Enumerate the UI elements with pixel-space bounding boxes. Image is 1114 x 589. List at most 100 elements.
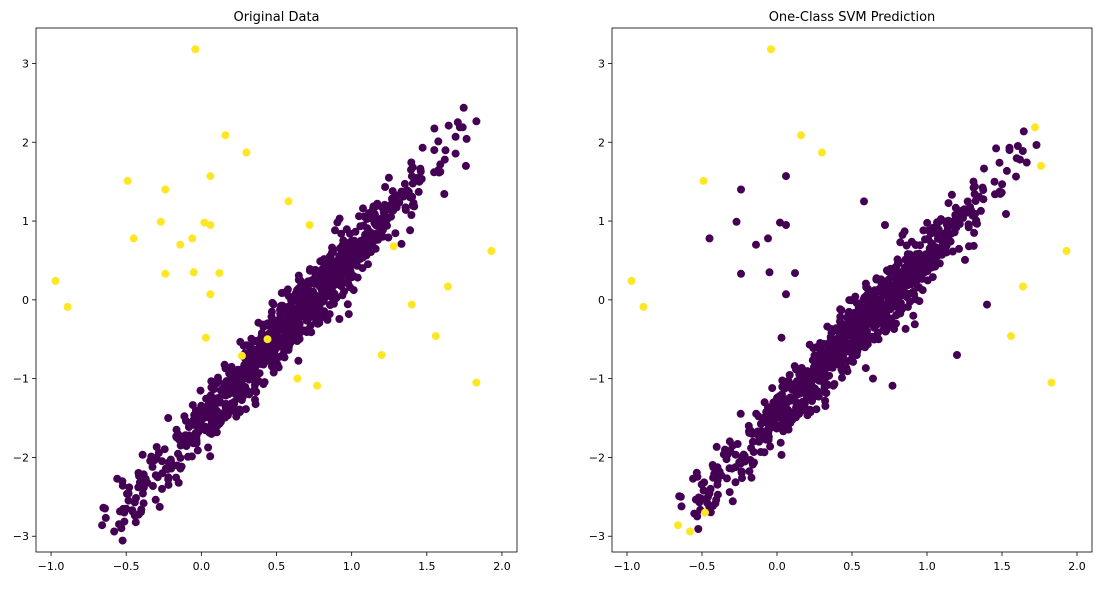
data-point-normal (461, 161, 470, 170)
data-point-cluster (1002, 166, 1011, 175)
data-point-cluster (339, 242, 348, 251)
data-point-cluster (814, 392, 823, 401)
data-point-cluster (699, 486, 708, 495)
data-point-cluster (901, 324, 910, 333)
data-point-cluster (193, 446, 202, 455)
data-point-cluster (406, 226, 415, 235)
data-point-cluster (884, 295, 893, 304)
data-point-cluster (277, 319, 286, 328)
data-point-normal (782, 290, 790, 299)
data-point-cluster (1032, 141, 1041, 149)
data-point-outlier (767, 45, 775, 54)
data-point-cluster (918, 286, 927, 295)
data-point-cluster (746, 426, 755, 435)
data-point-cluster (848, 354, 856, 363)
data-point-outlier (123, 176, 132, 185)
data-point-cluster (754, 436, 763, 445)
data-point-cluster (846, 331, 855, 340)
x-tick-label: −0.5 (113, 560, 140, 573)
x-tick-label: 0.5 (268, 560, 286, 573)
data-point-cluster (756, 448, 765, 456)
data-point-outlier (1031, 123, 1039, 132)
data-point-cluster (995, 158, 1004, 167)
data-point-cluster (713, 490, 722, 499)
data-point-cluster (878, 299, 887, 308)
data-point-cluster (138, 489, 147, 498)
data-point-cluster (343, 300, 352, 309)
data-point-cluster (196, 386, 205, 395)
data-point-cluster (909, 311, 918, 320)
data-point-cluster (172, 473, 181, 482)
data-point-cluster (277, 289, 286, 297)
data-point-normal (983, 300, 991, 309)
data-point-cluster (706, 484, 715, 493)
data-point-cluster (391, 229, 400, 238)
data-point-outlier (200, 218, 209, 227)
data-point-cluster (365, 241, 374, 250)
data-point-cluster (909, 270, 918, 279)
data-point-cluster (904, 253, 913, 262)
data-point-cluster (873, 274, 882, 283)
data-point-cluster (778, 396, 787, 405)
data-point-cluster (325, 310, 334, 319)
data-point-outlier (639, 302, 648, 311)
data-point-cluster (232, 412, 241, 421)
data-point-cluster (272, 340, 281, 349)
data-point-cluster (401, 205, 410, 214)
data-point-normal (791, 269, 799, 278)
data-point-cluster (784, 421, 793, 430)
data-point-cluster (961, 255, 969, 264)
data-point-cluster (101, 513, 110, 522)
data-point-cluster (250, 385, 259, 394)
data-point-cluster (979, 195, 988, 204)
data-point-cluster (865, 308, 874, 317)
data-point-cluster (381, 183, 390, 191)
data-point-cluster (802, 389, 811, 398)
data-point-outlier (191, 45, 200, 54)
data-point-normal (881, 221, 889, 229)
data-point-cluster (185, 431, 194, 440)
data-point-cluster (222, 380, 231, 389)
data-point-cluster (870, 297, 878, 306)
data-point-cluster (936, 235, 945, 244)
data-point-cluster (430, 124, 439, 133)
data-point-cluster (408, 179, 417, 188)
data-point-cluster (224, 390, 233, 399)
data-point-cluster (207, 429, 216, 438)
data-point-cluster (358, 253, 367, 262)
data-point-outlier (129, 234, 138, 243)
chart-title: One-Class SVM Prediction (769, 10, 936, 25)
data-point-cluster (768, 384, 777, 393)
data-point-cluster (399, 192, 408, 201)
data-point-cluster (854, 303, 863, 312)
data-point-cluster (911, 295, 920, 304)
data-point-cluster (360, 241, 369, 250)
data-point-cluster (286, 328, 295, 337)
data-point-cluster (234, 369, 242, 378)
y-tick-label: −1 (589, 373, 605, 386)
data-point-cluster (245, 390, 254, 399)
data-point-cluster (861, 364, 870, 373)
data-point-cluster (896, 238, 905, 247)
data-point-cluster (173, 461, 182, 470)
data-point-cluster (331, 226, 339, 235)
data-point-cluster (213, 414, 222, 423)
points-layer (51, 45, 496, 545)
data-point-normal (776, 218, 784, 227)
data-point-cluster (295, 275, 304, 284)
data-point-cluster (792, 381, 801, 390)
data-point-cluster (335, 315, 344, 323)
data-point-cluster (407, 172, 416, 181)
data-point-cluster (184, 452, 192, 461)
data-point-cluster (721, 445, 729, 454)
data-point-cluster (991, 190, 999, 199)
data-point-cluster (294, 356, 303, 365)
points-layer (627, 45, 1071, 536)
data-point-cluster (162, 464, 170, 473)
data-point-cluster (739, 450, 748, 459)
data-point-cluster (998, 180, 1007, 189)
data-point-cluster (890, 268, 899, 277)
data-point-outlier (237, 351, 246, 360)
data-point-cluster (745, 467, 754, 476)
data-point-normal (113, 474, 122, 483)
